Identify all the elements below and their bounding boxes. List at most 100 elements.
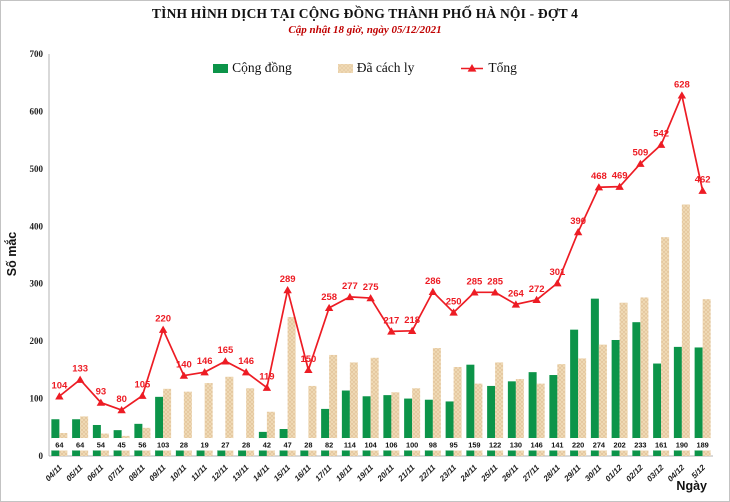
total-label: 146 bbox=[238, 356, 254, 367]
total-marker bbox=[96, 398, 106, 406]
x-tick-label: 17/11 bbox=[313, 463, 333, 483]
y-tick-label: 700 bbox=[30, 49, 44, 59]
legend-swatch-da-cach-ly bbox=[337, 63, 353, 73]
bar-cong-dong bbox=[549, 375, 558, 456]
bar-value-label: 130 bbox=[510, 441, 522, 450]
bar-value-label: 189 bbox=[696, 441, 708, 450]
x-tick-label: 04/11 bbox=[44, 463, 64, 483]
total-marker bbox=[387, 327, 396, 335]
bar-value-box bbox=[527, 438, 546, 451]
bar-value-box bbox=[486, 438, 505, 451]
x-tick-label: 21/11 bbox=[396, 463, 417, 484]
bar-da-cach-ly bbox=[536, 383, 545, 456]
total-label: 250 bbox=[446, 296, 462, 307]
bar-cong-dong bbox=[611, 339, 620, 456]
bar-cong-dong bbox=[424, 399, 433, 456]
total-label: 220 bbox=[155, 314, 171, 325]
bar-value-box bbox=[257, 438, 276, 451]
bar-cong-dong bbox=[383, 395, 392, 456]
bar-value-label: 54 bbox=[97, 441, 106, 450]
x-tick-label: 23/11 bbox=[437, 463, 458, 484]
bar-value-box bbox=[403, 438, 422, 451]
bar-da-cach-ly bbox=[349, 362, 358, 456]
bar-value-box bbox=[299, 438, 318, 451]
bar-value-box bbox=[569, 438, 588, 451]
y-tick-label: 100 bbox=[30, 394, 44, 404]
bar-cong-dong bbox=[694, 347, 703, 456]
bar-da-cach-ly bbox=[432, 348, 441, 456]
x-tick-label: 07/11 bbox=[106, 463, 126, 483]
bar-cong-dong bbox=[321, 408, 330, 456]
bar-cong-dong bbox=[528, 372, 537, 456]
total-label: 150 bbox=[300, 354, 316, 365]
total-marker bbox=[324, 303, 334, 312]
x-tick-label: 24/11 bbox=[458, 463, 479, 484]
bar-cong-dong bbox=[445, 401, 454, 456]
x-tick-label: 19/11 bbox=[355, 463, 375, 483]
x-axis-title: Ngày bbox=[676, 479, 707, 493]
bar-value-label: 98 bbox=[429, 441, 437, 450]
total-label: 628 bbox=[674, 79, 690, 90]
bar-value-box bbox=[154, 438, 173, 451]
x-tick-label: 25/11 bbox=[479, 463, 500, 484]
bar-da-cach-ly bbox=[661, 237, 670, 456]
bar-value-box bbox=[50, 438, 69, 451]
legend-marker-tong-icon bbox=[461, 64, 484, 72]
bar-value-label: 161 bbox=[655, 441, 667, 450]
y-axis-title: Số mắc bbox=[4, 232, 19, 277]
bar-value-label: 104 bbox=[364, 441, 377, 450]
bar-value-boxes: 64 64 54 45 56 103 28 19 27 28 42 47 28 82 114 104 106 10… bbox=[50, 438, 712, 451]
total-marker bbox=[138, 391, 147, 399]
bar-da-cach-ly bbox=[578, 358, 587, 456]
bar-value-box bbox=[361, 438, 380, 451]
total-marker bbox=[636, 159, 645, 167]
total-marker bbox=[262, 383, 272, 391]
legend-item-cong-dong: Cộng đồng bbox=[213, 60, 292, 76]
bar-da-cach-ly bbox=[598, 344, 607, 456]
total-label: 301 bbox=[549, 267, 566, 278]
bar-da-cach-ly bbox=[702, 299, 711, 456]
legend-label-cong-dong: Cộng đồng bbox=[232, 60, 292, 75]
total-marker bbox=[75, 375, 85, 383]
legend-swatch-cong-dong bbox=[213, 63, 229, 73]
bar-value-label: 19 bbox=[201, 441, 209, 450]
x-tick-label: 5/12 bbox=[690, 463, 708, 481]
bar-value-label: 28 bbox=[242, 441, 250, 450]
x-tick-label: 16/11 bbox=[293, 463, 313, 483]
bar-value-box bbox=[382, 438, 401, 451]
total-marker bbox=[553, 279, 562, 287]
bar-value-label: 106 bbox=[385, 441, 397, 450]
total-marker bbox=[304, 365, 313, 374]
bar-value-label: 190 bbox=[676, 441, 688, 450]
total-label: 104 bbox=[51, 380, 68, 391]
total-label: 285 bbox=[487, 276, 504, 287]
bar-da-cach-ly bbox=[474, 383, 483, 456]
bar-value-box bbox=[340, 438, 359, 451]
chart-subtitle: Cập nhật 18 giờ, ngày 05/12/2021 bbox=[288, 24, 442, 36]
total-marker bbox=[366, 294, 375, 302]
total-label: 285 bbox=[466, 276, 483, 287]
total-line-group: 104 133 93 80 105 220 140 146 165 146 119 289 150 258… bbox=[51, 79, 711, 414]
bar-cong-dong bbox=[653, 363, 662, 456]
total-marker bbox=[117, 406, 126, 414]
x-tick-label: 08/11 bbox=[127, 463, 147, 483]
chart-title: TÌNH HÌNH DỊCH TẠI CỘNG ĐỒNG THÀNH PHỐ H… bbox=[151, 6, 579, 21]
x-tick-label: 03/12 bbox=[645, 463, 666, 484]
y-tick-label: 0 bbox=[39, 451, 44, 461]
total-marker bbox=[158, 325, 168, 333]
bar-da-cach-ly bbox=[453, 366, 462, 456]
y-tick-label: 300 bbox=[30, 279, 44, 289]
x-tick-label: 22/11 bbox=[416, 463, 437, 484]
total-marker bbox=[449, 308, 458, 316]
total-label: 289 bbox=[280, 274, 296, 285]
total-marker bbox=[345, 292, 355, 301]
bar-value-label: 233 bbox=[634, 441, 646, 450]
total-marker bbox=[470, 288, 479, 296]
bar-cong-dong bbox=[362, 396, 371, 456]
bar-value-label: 28 bbox=[304, 441, 312, 450]
x-tick-label: 10/11 bbox=[168, 463, 188, 483]
total-marker bbox=[179, 371, 189, 379]
bar-value-label: 122 bbox=[489, 441, 501, 450]
